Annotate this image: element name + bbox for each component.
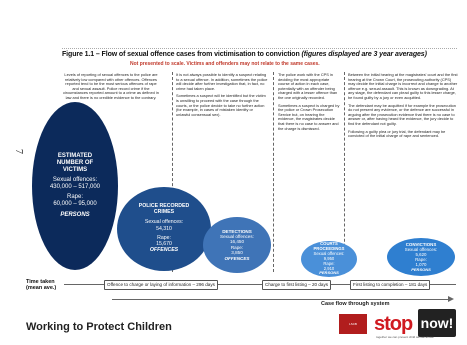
page-number: 7	[13, 149, 24, 154]
stage-unit: PERSONS	[319, 270, 339, 276]
stage-title: CONVICTIONS	[405, 241, 437, 247]
column-paragraph: Following a guilty plea or jury trial, t…	[348, 128, 446, 139]
stage-unit: PERSONS	[411, 266, 431, 272]
stage-label: Sexual offences:	[144, 219, 184, 226]
stage-unit: PERSONS	[60, 211, 90, 218]
stage-bubble-courts: COURTS PROCEEDINGS Sexual offences: 9,95…	[301, 241, 357, 277]
stage-value: 9,950	[323, 256, 335, 262]
stage-value: 3,850	[231, 250, 243, 256]
case-flow-arrow	[112, 299, 452, 300]
stage-value: 1,070	[415, 262, 427, 268]
timeline-segment-first-listing: Charge to first listing – 20 days	[262, 280, 332, 290]
column-text-courts: Between the initial hearing at the magis…	[348, 72, 458, 142]
stage-unit: OFFENCES	[149, 247, 179, 254]
column-paragraph: Between the initial hearing at the magis…	[348, 72, 458, 100]
stage-label: Rape:	[157, 234, 171, 241]
stage-value: 60,000 – 95,000	[53, 201, 97, 208]
time-taken-label: Time taken (mean ave.)	[26, 279, 57, 291]
lscb-logo: LSCB	[339, 314, 367, 334]
timeline-segment-charge: Offence to charge or laying of informati…	[104, 280, 218, 290]
arrowhead-icon	[448, 296, 454, 302]
figure-note: Not presented to scale. Victims and offe…	[130, 61, 320, 67]
stage-label: Sexual offences:	[220, 233, 254, 239]
column-text-victims: Levels of reporting of sexual offences t…	[62, 72, 160, 104]
stage-bubble-convictions: CONVICTIONS Sexual offences: 5,620 Rape:…	[387, 238, 455, 276]
stage-label: Rape:	[323, 261, 335, 267]
stage-bubble-detections: DETECTIONS Sexual offences: 16,450 Rape:…	[203, 217, 271, 273]
column-divider	[344, 72, 345, 272]
column-paragraph: The defendant may be acquitted if for ex…	[348, 102, 456, 126]
stage-label: Sexual offences:	[52, 176, 98, 183]
stage-label: Sexual offences:	[313, 251, 345, 257]
brand-now: now!	[418, 309, 456, 337]
stage-label: Sexual offences:	[404, 246, 438, 252]
stage-label: Rape:	[66, 194, 83, 201]
column-paragraph: Levels of reporting of sexual offences t…	[63, 72, 159, 100]
stage-bubble-recorded: POLICE RECORDED CRIMES Sexual offences: …	[117, 187, 211, 271]
column-paragraph: It is not always possible to identify a …	[176, 72, 268, 91]
timeline-line	[64, 284, 456, 285]
timeline-segment-completion: First listing to completion – 181 days	[350, 280, 431, 290]
stage-title: ESTIMATED NUMBER OF VICTIMS	[56, 153, 94, 173]
column-text-detections: The police work with the CPS in deciding…	[278, 72, 340, 134]
stage-value: 16,450	[229, 239, 245, 245]
stage-value: 15,670	[156, 241, 172, 248]
column-divider	[172, 72, 173, 272]
stage-title: COURTS PROCEEDINGS	[313, 240, 345, 251]
figure-title-emph: (figures displayed are 3 year averages)	[301, 51, 427, 58]
brand-stop: stop it	[374, 313, 428, 335]
stop-it-now-logo: stop it now! together we can prevent chi…	[374, 309, 458, 341]
column-text-recorded: It is not always possible to identify a …	[176, 72, 268, 120]
top-divider	[62, 48, 457, 49]
case-flow-label: Case flow through system	[321, 301, 390, 307]
column-paragraph: Sometimes a suspect is charged by the po…	[278, 102, 340, 131]
figure-title-main: Figure 1.1 – Flow of sexual offence case…	[62, 51, 300, 58]
stage-unit: OFFENCES	[224, 255, 250, 261]
stage-value: 54,310	[156, 225, 172, 232]
stage-title: POLICE RECORDED CRIMES	[138, 203, 190, 216]
footer-title: Working to Protect Children	[26, 321, 172, 333]
stage-label: Rape:	[415, 257, 427, 263]
column-paragraph: Sometimes a suspect will be identified b…	[176, 93, 266, 117]
stage-value: 2,910	[323, 266, 335, 272]
stage-title: DETECTIONS	[222, 228, 252, 234]
stage-value: 430,000 – 517,000	[49, 184, 101, 191]
stage-bubble-victims: ESTIMATED NUMBER OF VICTIMS Sexual offen…	[32, 102, 118, 270]
column-divider	[273, 72, 274, 272]
stage-label: Rape:	[230, 244, 244, 250]
column-paragraph: The police work with the CPS in deciding…	[278, 72, 338, 100]
figure-title: Figure 1.1 – Flow of sexual offence case…	[62, 51, 462, 58]
stage-value: 5,620	[415, 251, 427, 257]
brand-tagline: together we can prevent child sexual abu…	[376, 335, 434, 339]
